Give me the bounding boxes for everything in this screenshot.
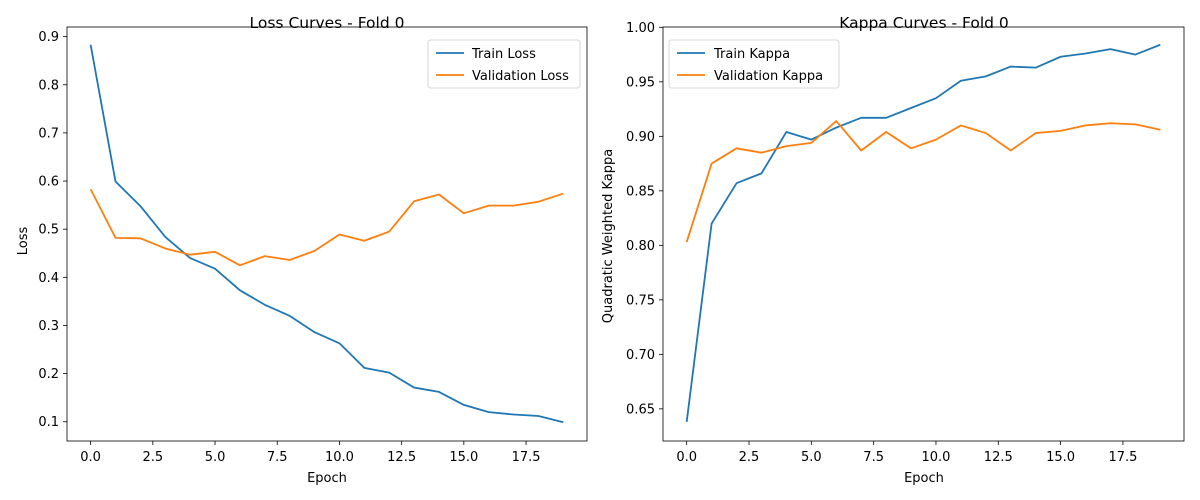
kappa-y-tick-label: 0.80 bbox=[626, 239, 655, 254]
kappa-chart-ylabel: Quadratic Weighted Kappa bbox=[601, 149, 616, 323]
kappa-x-tick-label: 15.0 bbox=[1046, 450, 1075, 465]
loss-x-tick-label: 17.5 bbox=[512, 450, 541, 465]
series-line-train-loss bbox=[89, 44, 564, 424]
loss-chart-plot-frame bbox=[66, 26, 588, 442]
loss-y-tick-label: 0.4 bbox=[38, 271, 59, 286]
kappa-x-tick-label: 12.5 bbox=[984, 450, 1013, 465]
loss-y-tick-label: 0.7 bbox=[38, 126, 59, 141]
kappa-chart-legend-box bbox=[668, 39, 840, 89]
loss-y-tick-label: 0.2 bbox=[38, 367, 59, 382]
series-line-train-kappa bbox=[685, 43, 1161, 423]
loss-chart-series bbox=[89, 44, 564, 424]
loss-y-tick-label: 0.6 bbox=[38, 175, 59, 190]
loss-chart-xlabel: Epoch bbox=[307, 471, 347, 486]
loss-x-tick-label: 7.5 bbox=[267, 450, 288, 465]
loss-chart-ticks: 0.0 2.5 5.0 7.5 10.0 12.5 15.0 17.5 0.1 0.2 0.3 0.4… bbox=[38, 30, 540, 465]
kappa-chart-ticks: 0.0 2.5 5.0 7.5 10.0 12.5 15.0 17.5 0.65 0.70 0.75… bbox=[626, 21, 1137, 465]
loss-y-tick-label: 0.9 bbox=[38, 30, 59, 45]
kappa-y-tick-label: 1.00 bbox=[626, 21, 655, 36]
kappa-chart-series bbox=[685, 43, 1161, 423]
kappa-x-tick-label: 2.5 bbox=[739, 450, 760, 465]
loss-chart-title: Loss Curves - Fold 0 bbox=[250, 14, 405, 32]
legend-label-train-loss: Train Loss bbox=[471, 47, 536, 62]
loss-y-tick-label: 0.1 bbox=[38, 415, 59, 430]
kappa-chart-legend: Train Kappa Validation Kappa bbox=[668, 39, 840, 89]
series-line-validation-kappa bbox=[685, 120, 1161, 243]
kappa-x-tick-label: 10.0 bbox=[921, 450, 950, 465]
loss-chart-legend: Train Loss Validation Loss bbox=[427, 39, 581, 89]
legend-label-validation-loss: Validation Loss bbox=[472, 69, 569, 84]
kappa-y-tick-label: 0.85 bbox=[626, 184, 655, 199]
kappa-x-tick-label: 7.5 bbox=[863, 450, 884, 465]
loss-y-tick-label: 0.3 bbox=[38, 319, 59, 334]
loss-x-tick-label: 12.5 bbox=[387, 450, 416, 465]
kappa-chart-title: Kappa Curves - Fold 0 bbox=[839, 14, 1009, 32]
kappa-chart-xlabel: Epoch bbox=[904, 471, 944, 486]
loss-chart: Loss Curves - Fold 0 Epoch Loss 0.0 2.5 5.… bbox=[16, 14, 588, 486]
kappa-y-tick-label: 0.65 bbox=[626, 402, 655, 417]
kappa-y-tick-label: 0.75 bbox=[626, 293, 655, 308]
kappa-y-tick-label: 0.90 bbox=[626, 130, 655, 145]
legend-label-train-kappa: Train Kappa bbox=[713, 47, 790, 62]
loss-x-tick-label: 2.5 bbox=[142, 450, 163, 465]
loss-x-tick-label: 15.0 bbox=[449, 450, 478, 465]
loss-chart-ylabel: Loss bbox=[16, 227, 31, 256]
kappa-y-tick-label: 0.95 bbox=[626, 75, 655, 90]
kappa-x-tick-label: 5.0 bbox=[801, 450, 822, 465]
series-line-validation-loss bbox=[89, 188, 564, 267]
loss-y-tick-label: 0.8 bbox=[38, 78, 59, 93]
loss-y-tick-label: 0.5 bbox=[38, 223, 59, 238]
kappa-chart-plot-frame bbox=[662, 26, 1185, 442]
loss-x-tick-label: 5.0 bbox=[205, 450, 226, 465]
kappa-x-tick-label: 17.5 bbox=[1108, 450, 1137, 465]
loss-x-tick-label: 10.0 bbox=[325, 450, 354, 465]
kappa-y-tick-label: 0.70 bbox=[626, 348, 655, 363]
loss-chart-legend-box bbox=[427, 39, 581, 89]
kappa-x-tick-label: 0.0 bbox=[676, 450, 697, 465]
legend-label-validation-kappa: Validation Kappa bbox=[714, 69, 823, 84]
loss-x-tick-label: 0.0 bbox=[80, 450, 101, 465]
kappa-chart: Kappa Curves - Fold 0 Epoch Quadratic We… bbox=[601, 14, 1185, 486]
